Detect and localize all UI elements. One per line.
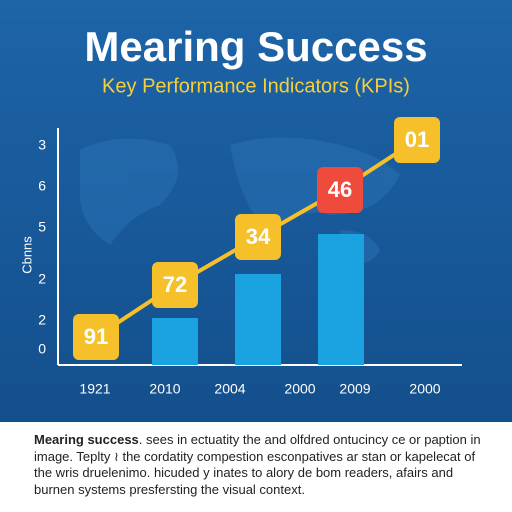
bars — [152, 234, 364, 365]
marker-box — [235, 214, 281, 260]
infographic: Mearing Success Key Performance Indicato… — [0, 0, 512, 422]
y-label: 2 — [38, 312, 46, 328]
bar — [235, 274, 281, 365]
y-label: 5 — [38, 219, 46, 235]
caption: Mearing success. sees in ectuatity the a… — [34, 432, 486, 498]
y-label: 3 — [38, 137, 46, 153]
bar — [152, 318, 198, 365]
marker-label: 91 — [84, 324, 108, 349]
caption-lead: Mearing success — [34, 432, 139, 447]
marker-box — [394, 117, 440, 163]
marker-label: 72 — [163, 272, 187, 297]
marker-box — [152, 262, 198, 308]
bar — [318, 234, 364, 365]
marker-box — [73, 314, 119, 360]
x-label: 1921 — [79, 381, 110, 397]
y-axis-label: Cbnns — [19, 236, 34, 274]
y-label: 2 — [38, 271, 46, 287]
x-label: 2000 — [284, 381, 315, 397]
subtitle: Key Performance Indicators (KPIs) — [102, 75, 410, 97]
x-label: 2010 — [149, 381, 180, 397]
x-label: 2004 — [214, 381, 245, 397]
marker-label: 01 — [405, 127, 429, 152]
x-label: 2000 — [409, 381, 440, 397]
marker-label: 34 — [246, 224, 271, 249]
title: Mearing Success — [84, 23, 427, 70]
caption-body: . sees in ectuatity the and olfdred ontu… — [34, 432, 481, 497]
marker-box — [317, 167, 363, 213]
marker-label: 46 — [328, 177, 352, 202]
y-label: 0 — [38, 341, 46, 357]
y-label: 6 — [38, 178, 46, 194]
x-label: 2009 — [339, 381, 370, 397]
